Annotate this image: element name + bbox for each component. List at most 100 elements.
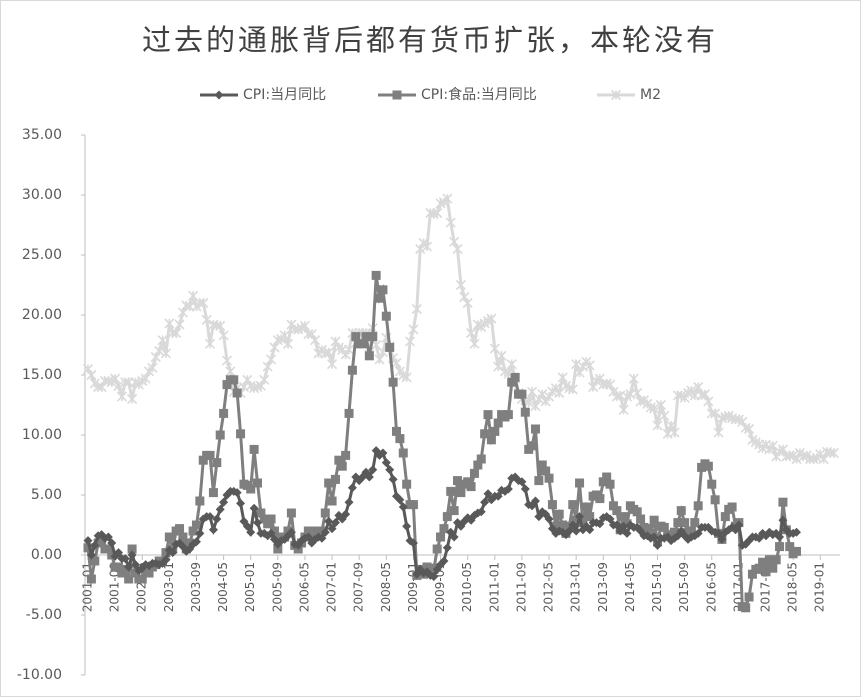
marker bbox=[608, 501, 618, 511]
marker bbox=[327, 496, 337, 506]
marker bbox=[452, 243, 463, 255]
marker bbox=[381, 311, 391, 321]
x-tick-label: 2003-09 bbox=[189, 562, 203, 612]
marker bbox=[310, 335, 321, 346]
marker bbox=[544, 514, 554, 524]
marker bbox=[673, 518, 683, 528]
marker bbox=[768, 563, 778, 573]
marker bbox=[347, 483, 357, 493]
marker bbox=[602, 472, 612, 482]
marker bbox=[828, 447, 839, 459]
marker bbox=[86, 550, 96, 560]
marker bbox=[208, 525, 218, 535]
x-tick-label: 2013-01 bbox=[569, 562, 583, 612]
marker bbox=[619, 521, 629, 531]
marker bbox=[323, 347, 334, 358]
marker bbox=[212, 458, 222, 468]
marker bbox=[652, 420, 663, 431]
marker bbox=[585, 525, 595, 535]
marker bbox=[401, 372, 412, 383]
y-tick-label: -5.00 bbox=[26, 607, 62, 623]
x-tick-label: 2015-01 bbox=[650, 562, 664, 612]
marker bbox=[669, 427, 680, 438]
marker bbox=[86, 369, 97, 381]
marker bbox=[344, 497, 354, 507]
marker bbox=[205, 512, 215, 522]
y-tick-label: 10.00 bbox=[22, 427, 62, 443]
marker bbox=[445, 217, 456, 228]
marker bbox=[83, 543, 93, 553]
marker bbox=[215, 504, 225, 514]
marker bbox=[466, 482, 476, 492]
marker bbox=[584, 360, 595, 371]
marker bbox=[113, 380, 124, 391]
marker bbox=[530, 424, 540, 434]
marker bbox=[530, 496, 540, 506]
marker bbox=[557, 372, 568, 383]
marker bbox=[124, 574, 134, 584]
marker bbox=[476, 507, 486, 517]
marker bbox=[265, 354, 277, 365]
marker bbox=[83, 536, 93, 546]
marker bbox=[571, 526, 581, 536]
marker bbox=[480, 429, 490, 439]
marker bbox=[449, 532, 459, 542]
x-tick-label: 2018-05 bbox=[786, 562, 800, 612]
marker bbox=[605, 479, 615, 489]
marker bbox=[507, 377, 517, 387]
y-tick-label: 35.00 bbox=[22, 127, 62, 143]
marker bbox=[775, 542, 785, 552]
marker bbox=[462, 297, 473, 309]
marker bbox=[442, 512, 452, 522]
marker bbox=[205, 450, 215, 460]
marker bbox=[541, 466, 551, 476]
marker bbox=[758, 557, 768, 567]
marker bbox=[253, 518, 262, 528]
marker bbox=[392, 90, 402, 100]
marker bbox=[408, 538, 418, 548]
marker bbox=[710, 408, 721, 419]
marker bbox=[659, 522, 669, 532]
legend-label: CPI:当月同比 bbox=[243, 87, 326, 103]
x-tick-label: 2016-05 bbox=[704, 562, 718, 612]
marker bbox=[219, 497, 229, 507]
marker bbox=[164, 532, 174, 542]
marker bbox=[398, 448, 408, 458]
marker bbox=[214, 90, 224, 100]
marker bbox=[127, 550, 137, 560]
marker bbox=[785, 542, 795, 552]
marker bbox=[327, 524, 337, 534]
marker bbox=[191, 520, 201, 530]
marker bbox=[744, 592, 754, 602]
marker bbox=[480, 497, 490, 507]
marker bbox=[188, 526, 198, 536]
marker bbox=[558, 520, 568, 530]
marker bbox=[676, 506, 686, 516]
marker bbox=[610, 89, 622, 101]
marker bbox=[236, 429, 246, 439]
marker bbox=[398, 502, 408, 512]
marker bbox=[324, 478, 334, 488]
marker bbox=[622, 519, 632, 529]
y-tick-label: 15.00 bbox=[22, 367, 62, 383]
marker bbox=[263, 519, 273, 529]
marker bbox=[395, 434, 405, 444]
marker bbox=[568, 500, 578, 510]
marker bbox=[221, 355, 233, 366]
marker bbox=[201, 314, 212, 325]
marker bbox=[503, 484, 513, 494]
marker bbox=[653, 540, 663, 550]
marker bbox=[432, 207, 443, 219]
marker bbox=[388, 377, 398, 387]
marker bbox=[439, 556, 449, 566]
marker bbox=[266, 528, 276, 538]
marker bbox=[564, 521, 574, 531]
marker bbox=[161, 548, 171, 558]
x-tick-label: 2008-05 bbox=[379, 562, 393, 612]
marker bbox=[351, 332, 361, 342]
marker bbox=[402, 479, 412, 489]
marker bbox=[442, 193, 453, 204]
marker bbox=[534, 476, 544, 486]
marker bbox=[168, 548, 178, 558]
